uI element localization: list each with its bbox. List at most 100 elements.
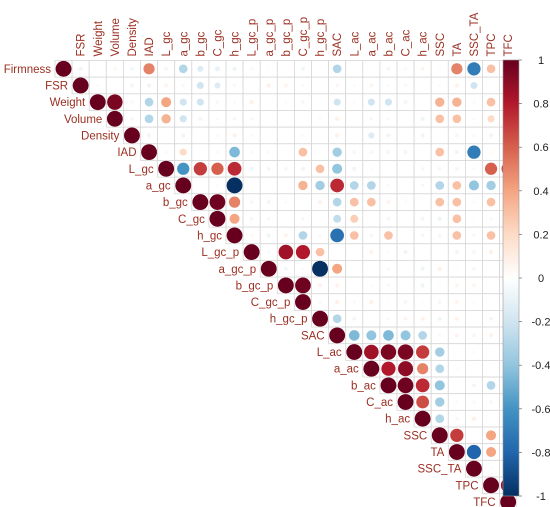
col-label-L_gc: L_gc [161,31,173,56]
corr-dot-L_gc-C_gc [211,162,224,175]
colorbar-tick-label: 0.8 [533,99,548,111]
corr-dot-h_gc_p-L_ac [352,316,357,321]
corr-dot-FSR-TPC [489,84,493,87]
corr-dot-Density-TA [454,133,459,138]
corr-dot-Firmness-C_ac [403,67,408,71]
row-label-SAC: SAC [301,330,325,342]
corr-dot-h_gc-TA [452,231,462,240]
corr-dot-a_gc-b_ac [386,183,391,188]
corr-dot-Weight-Weight [89,94,106,111]
colorbar-tick-label: 0.2 [533,229,548,241]
corr-dot-h_ac-TPC [490,417,493,420]
col-label-Weight: Weight [93,20,105,56]
corr-dot-Density-L_gc [165,134,168,137]
corr-dot-Density-h_ac [420,133,425,138]
corr-dot-h_gc_p-SSC [437,316,442,321]
corr-dot-Volume-a_gc_p [267,117,270,120]
corr-dot-L_ac-SSC [435,347,445,357]
corr-dot-FSR-TA [454,83,459,88]
corr-dot-h_gc_p-SSC_TA [473,318,475,320]
colorbar-tick-label: -0.2 [532,317,550,329]
corr-dot-FSR-a_gc [181,83,185,88]
corr-dot-L_ac-C_ac [397,344,414,360]
corr-dot-IAD-C_ac [403,150,408,155]
corr-dot-Volume-L_ac [353,118,356,120]
corr-dot-Volume-L_gc [161,114,171,124]
corr-dot-FSR-L_gc_p [251,84,253,87]
corr-dot-C_gc-b_ac [386,216,391,221]
corr-dot-a_gc-b_gc_p [284,184,287,187]
corr-dot-C_gc-SAC [333,214,342,223]
corr-dot-SAC-SAC [329,327,346,344]
corr-dot-Firmness-TA [451,63,463,75]
row-label-h_gc_p: h_gc_p [270,314,308,326]
corr-dot-a_ac-a_ac [363,360,380,377]
corr-dot-Volume-IAD [144,114,154,124]
corr-dot-b_ac-TPC [486,381,496,390]
row-label-C_gc_p: C_gc_p [251,297,291,309]
corr-dot-h_gc_p-h_gc_p [312,310,328,327]
corr-dot-h_gc-C_gc_p [298,231,308,240]
corr-dot-L_gc_p-TPC [488,249,494,255]
corr-dot-FSR-b_ac [386,83,390,87]
corr-dot-FSR-h_gc_p [319,84,321,87]
corr-dot-h_gc_p-a_ac [370,317,373,320]
row-label-Weight: Weight [50,97,86,109]
corr-dot-FSR-SAC [335,83,339,88]
col-label-C_gc_p: C_gc_p [298,17,310,57]
corr-dot-Volume-b_gc [198,116,203,121]
corr-dot-SAC-TA [454,333,459,338]
corr-dot-Firmness-a_ac [370,68,372,70]
corr-dot-C_gc-TPC [489,217,493,221]
col-label-L_gc_p: L_gc_p [247,19,259,57]
corr-dot-IAD-a_gc_p [267,150,271,154]
corr-dot-a_ac-SSC [435,364,445,374]
row-label-h_gc: h_gc [197,230,222,242]
corr-dot-Density-a_ac [368,132,375,139]
corr-dot-FSR-L_ac [352,84,356,87]
corr-dot-a_ac-C_ac [398,361,414,377]
corr-dot-Density-TPC [488,133,494,138]
corr-dot-FSR-h_gc [232,83,237,88]
corr-dot-Firmness-C_gc [214,66,220,72]
corr-dot-Firmness-C_gc_p [300,66,305,71]
corr-dot-b_gc_p-b_gc_p [277,277,294,294]
corr-dot-b_gc-C_ac [404,200,408,204]
corr-dot-b_gc-TA [452,197,462,207]
corr-dot-FSR-L_gc [164,83,169,88]
corr-dot-b_ac-b_ac [380,377,397,394]
corr-dot-Volume-SSC_TA [472,117,476,121]
corr-dot-h_ac-h_ac [414,410,431,427]
corr-dot-L_gc-L_gc [158,160,175,177]
corr-dot-L_gc-L_ac [352,166,357,171]
colorbar-gradient [502,59,520,497]
corr-dot-b_gc-C_gc_p [302,201,304,203]
corr-dot-TFC-TFC [500,494,517,507]
corr-dot-a_gc_p-h_gc_p [312,260,328,277]
corr-dot-SAC-SSC [438,333,442,338]
corr-dot-C_ac-SSC [435,397,445,407]
corr-dot-Density-h_gc [232,133,237,138]
corr-dot-Weight-TPC [486,97,496,107]
corr-dot-Density-Density [124,127,140,144]
corr-dot-b_gc-a_ac [367,197,376,207]
corr-dot-L_gc-h_ac [420,167,425,171]
corr-dot-b_gc_p-L_ac [353,284,355,287]
row-label-FSR: FSR [45,80,68,92]
corr-dot-C_gc_p-L_ac [352,300,356,304]
corr-dot-C_gc-L_ac [350,214,359,223]
corr-dot-IAD-L_gc_p [250,150,254,154]
corr-dot-C_gc_p-TA [454,300,459,305]
corr-dot-Weight-C_gc [215,100,220,104]
corr-dot-Firmness-L_gc_p [250,67,254,71]
corr-dot-a_ac-TPC [489,367,493,370]
corr-dot-a_gc-SSC [435,181,445,190]
corr-dot-L_gc_p-L_ac [353,251,355,253]
corr-dot-SSC-SSC_TA [473,434,475,436]
corr-dot-SAC-h_ac [418,331,427,340]
corr-dot-L_gc_p-h_gc_p [315,247,325,257]
corr-dot-L_ac-L_ac [346,344,363,360]
corr-dot-h_gc-C_ac [404,234,407,237]
corr-dot-h_ac-SSC_TA [471,416,477,421]
corr-dot-Volume-TA [452,114,462,124]
